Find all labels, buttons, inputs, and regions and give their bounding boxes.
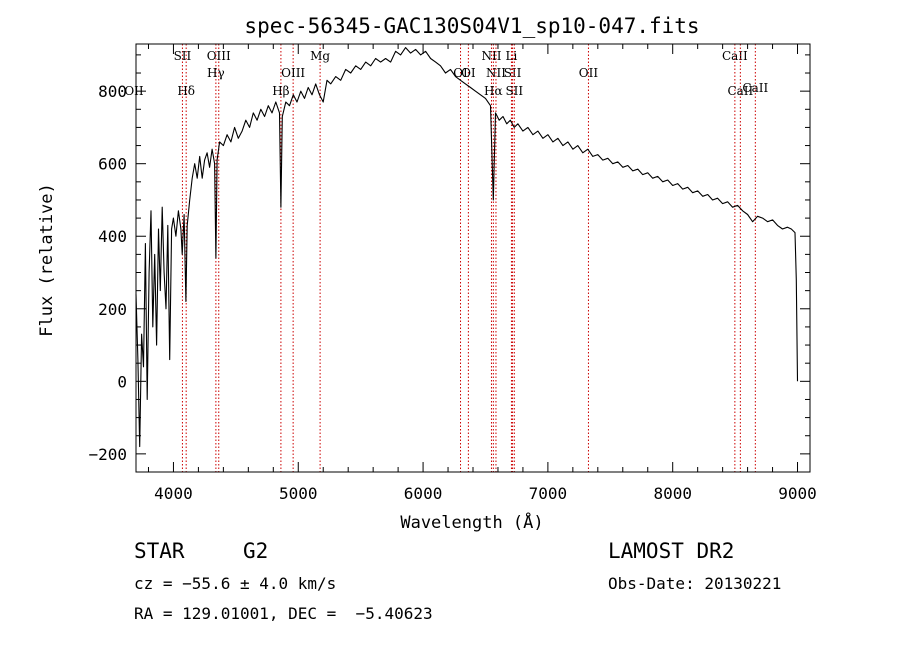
line-marker-label: NII — [481, 49, 501, 63]
line-marker-label: CaII — [722, 49, 748, 63]
subclass: G2 — [243, 539, 269, 563]
y-axis-label: Flux (relative) — [37, 183, 57, 337]
x-axis: 4000 5000 6000 7000 8000 9000 — [147, 44, 817, 503]
line-marker-label: SII — [504, 66, 522, 80]
y-tick-label: 600 — [98, 155, 127, 174]
y-tick-label: 400 — [98, 227, 127, 246]
y-tick-label: 800 — [98, 82, 127, 101]
x-tick-label: 8000 — [653, 484, 692, 503]
x-axis-label: Wavelength (Å) — [400, 511, 543, 533]
sky-coordinates: RA = 129.01001, DEC = −5.40623 — [134, 604, 433, 623]
line-marker-label: OI — [453, 66, 468, 80]
x-tick-label: 6000 — [404, 484, 443, 503]
x-tick-label: 7000 — [529, 484, 568, 503]
line-marker-label: OIII — [281, 66, 305, 80]
line-marker-label: SII — [174, 49, 192, 63]
x-tick-label: 9000 — [778, 484, 817, 503]
line-marker-label: OII — [579, 66, 599, 80]
object-type: STAR — [134, 539, 185, 563]
y-axis: −200 0 200 400 600 800 — [88, 54, 810, 473]
line-marker-label: CaII — [742, 81, 768, 95]
line-marker-label: OIII — [207, 49, 231, 63]
observation-date: Obs-Date: 20130221 — [608, 574, 782, 593]
line-marker-label: Hγ — [207, 66, 225, 80]
line-marker-label: Hβ — [272, 84, 289, 98]
line-marker-label: OI — [461, 66, 476, 80]
y-tick-label: 200 — [98, 300, 127, 319]
survey-name: LAMOST DR2 — [608, 539, 735, 563]
line-marker-label: Hδ — [177, 84, 195, 98]
chart-title: spec-56345-GAC130S04V1_sp10-047.fits — [244, 14, 699, 38]
x-tick-label: 5000 — [279, 484, 318, 503]
line-marker-label: Li — [506, 49, 518, 63]
y-tick-label: −200 — [88, 445, 127, 464]
redshift-velocity: cz = −55.6 ± 4.0 km/s — [134, 574, 337, 593]
y-tick-label: 0 — [117, 372, 127, 391]
line-marker-label: SII — [505, 84, 523, 98]
series-layer — [135, 47, 799, 448]
spectrum-line — [135, 47, 799, 448]
plot-frame — [135, 43, 811, 473]
line-marker-label: Hα — [484, 84, 503, 98]
x-tick-label: 4000 — [154, 484, 193, 503]
line-marker-label: OII — [124, 84, 144, 98]
line-marker-label: NII — [486, 66, 506, 80]
line-marker-label: Mg — [310, 49, 330, 63]
line-marker-label: CaII — [727, 84, 753, 98]
